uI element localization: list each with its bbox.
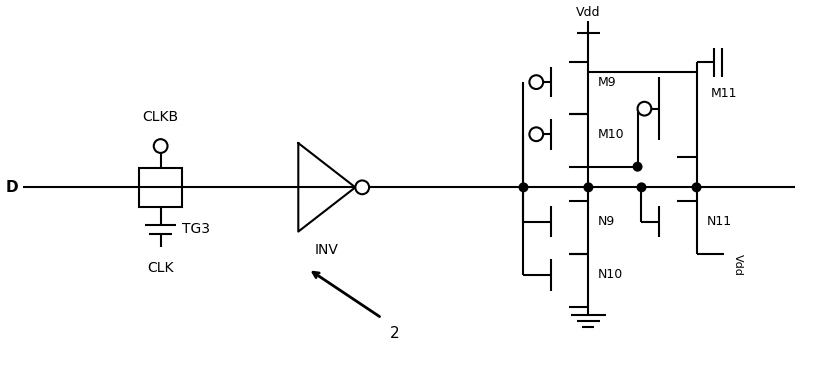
Circle shape bbox=[355, 181, 369, 194]
Text: M9: M9 bbox=[598, 76, 617, 89]
Circle shape bbox=[633, 163, 641, 171]
Bar bbox=[139, 168, 182, 207]
Circle shape bbox=[637, 183, 646, 191]
Circle shape bbox=[637, 102, 651, 116]
Text: Vdd: Vdd bbox=[733, 254, 743, 276]
Text: M11: M11 bbox=[711, 88, 737, 101]
Text: N10: N10 bbox=[598, 269, 624, 281]
Circle shape bbox=[585, 183, 593, 191]
Circle shape bbox=[693, 183, 701, 191]
Text: N11: N11 bbox=[706, 215, 732, 228]
Text: CLKB: CLKB bbox=[142, 110, 179, 125]
Circle shape bbox=[520, 183, 528, 191]
Text: N9: N9 bbox=[598, 215, 615, 228]
Text: Vdd: Vdd bbox=[576, 6, 601, 19]
Text: CLK: CLK bbox=[147, 261, 174, 275]
Circle shape bbox=[154, 139, 167, 153]
Circle shape bbox=[529, 75, 543, 89]
Text: INV: INV bbox=[315, 243, 339, 257]
Text: 2: 2 bbox=[389, 326, 399, 341]
Text: D: D bbox=[6, 180, 18, 195]
Text: M10: M10 bbox=[598, 128, 625, 141]
Text: TG3: TG3 bbox=[182, 222, 211, 236]
Circle shape bbox=[529, 128, 543, 141]
